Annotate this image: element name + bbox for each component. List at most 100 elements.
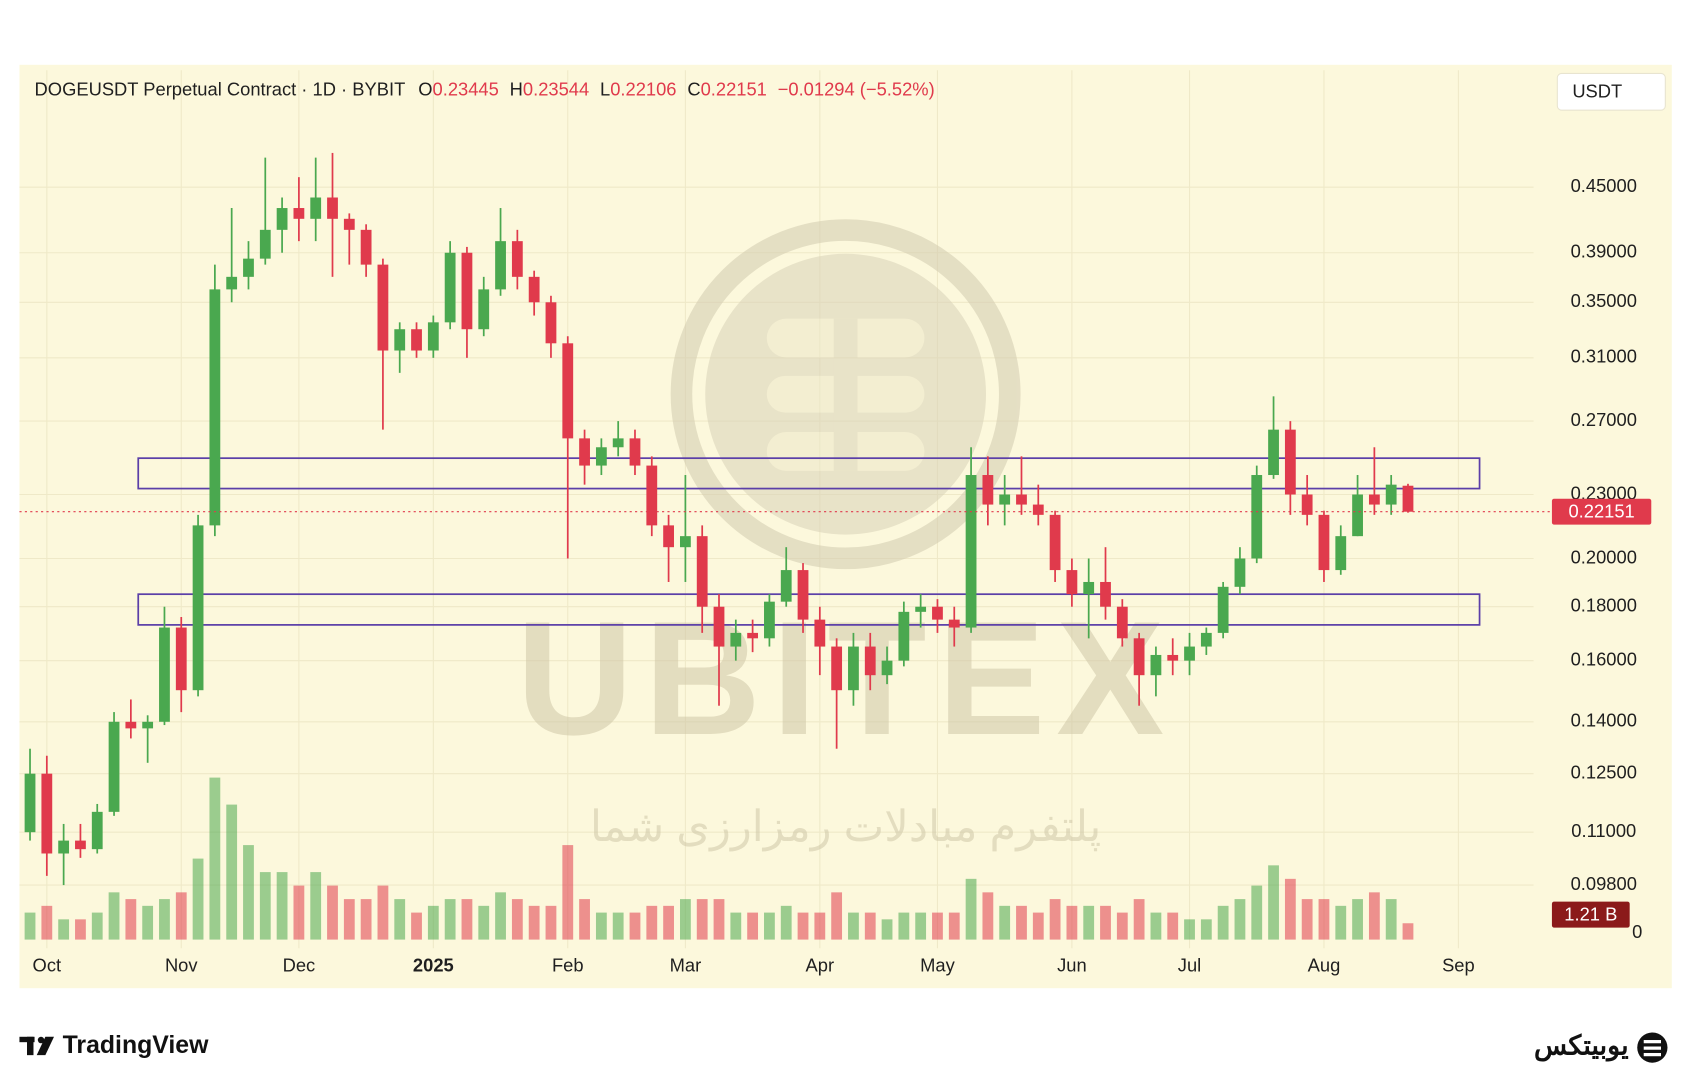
volume-bar — [276, 872, 288, 940]
volume-bar — [629, 912, 641, 940]
candle-body — [24, 773, 36, 833]
volume-bar — [243, 845, 254, 940]
x-tick-label: Nov — [165, 954, 198, 975]
candle-body — [1116, 606, 1128, 639]
volume-bar — [495, 892, 506, 940]
y-tick-label: 0.20000 — [1571, 546, 1637, 567]
volume-bar — [1301, 899, 1313, 940]
x-tick-label: Dec — [283, 954, 316, 975]
candle-body — [327, 197, 338, 219]
footer: TradingView یوبیتکس — [19, 1031, 1668, 1063]
volume-bar — [932, 912, 943, 940]
footer-brand: یوبیتکس — [1534, 1031, 1629, 1063]
y-tick-label: 0.18000 — [1571, 595, 1637, 616]
candle-body — [1066, 570, 1078, 595]
volume-bar — [898, 912, 910, 940]
volume-bar — [1133, 899, 1145, 940]
candle-body — [478, 289, 490, 330]
volume-bar — [646, 905, 658, 940]
volume-bar — [764, 912, 775, 940]
candle-body — [898, 611, 910, 661]
volume-bar — [1217, 905, 1229, 940]
candle-body — [75, 840, 86, 850]
candle-body — [1150, 654, 1162, 676]
volume-bar — [831, 892, 843, 940]
candle-body — [511, 241, 523, 277]
candle-body — [1268, 429, 1279, 476]
candle-body — [1217, 586, 1229, 633]
ohlc-key: O — [418, 79, 432, 100]
volume-bar — [1402, 923, 1414, 940]
volume-bar — [1150, 912, 1162, 940]
candle-body — [932, 606, 943, 620]
volume-bar — [394, 899, 406, 940]
x-tick-label: Sep — [1442, 954, 1475, 975]
last-price-box — [1551, 498, 1652, 525]
x-tick-label: Aug — [1308, 954, 1341, 975]
volume-bar — [713, 899, 725, 940]
volume-bar — [1318, 899, 1330, 940]
candle-body — [444, 252, 456, 323]
candle-body — [1032, 504, 1044, 515]
candle-body — [461, 252, 473, 330]
candle-body — [663, 525, 674, 548]
candle-body — [747, 632, 759, 639]
volume-bar — [982, 892, 994, 940]
candle-body — [293, 208, 305, 219]
candle-body — [831, 646, 843, 691]
volume-bar — [108, 892, 120, 940]
candle-body — [175, 627, 187, 691]
volume-bar — [747, 912, 759, 940]
volume-bar — [864, 912, 876, 940]
y-tick-label: 0.31000 — [1571, 346, 1637, 367]
volume-bar — [478, 905, 490, 940]
candle-body — [1318, 514, 1330, 571]
y-tick-label: 0.16000 — [1571, 648, 1637, 669]
candle-body — [1301, 494, 1313, 515]
last-price-label: 0.22151 — [1568, 501, 1634, 522]
candle-body — [1133, 638, 1145, 676]
volume-bar — [562, 845, 574, 940]
y-tick-label: 0.09800 — [1571, 873, 1637, 894]
candle-body — [343, 218, 355, 230]
volume-bar — [881, 919, 893, 940]
x-tick-label: May — [920, 954, 955, 975]
candle-body — [58, 840, 70, 854]
volume-bar — [1049, 899, 1061, 940]
candle-body — [209, 289, 221, 526]
volume-bar — [948, 912, 960, 940]
volume-bar — [1032, 912, 1044, 940]
watermark-ring — [670, 219, 1021, 570]
y2-tick-label: 0 — [1632, 921, 1642, 942]
candle-body — [797, 570, 809, 620]
watermark-brand: UBITEX — [516, 588, 1175, 769]
candle-body — [411, 329, 422, 351]
candle-body — [226, 276, 238, 290]
candle-body — [310, 197, 322, 219]
candle-body — [562, 343, 574, 439]
zone — [137, 593, 1481, 626]
currency-button[interactable] — [1556, 72, 1666, 111]
currency-label[interactable]: USDT — [1572, 81, 1622, 102]
volume-bar — [24, 912, 36, 940]
volume-bar — [91, 912, 103, 940]
candle-body — [142, 721, 154, 729]
candle-body — [679, 536, 691, 548]
volume-bar — [175, 892, 187, 940]
candle-body — [1167, 654, 1179, 661]
y-tick-label: 0.27000 — [1571, 409, 1637, 430]
volume-bar — [595, 912, 607, 940]
candle-body — [1251, 475, 1263, 559]
volume-bar — [411, 912, 422, 940]
ohlc-value: 0.22151 — [701, 79, 767, 100]
volume-bar — [259, 872, 271, 940]
volume-bar — [679, 899, 691, 940]
volume-bar — [780, 905, 792, 940]
ohlc-key: C — [687, 79, 700, 100]
last-volume-box — [1551, 901, 1630, 928]
candle-body — [1368, 494, 1380, 505]
change: −0.01294 (−5.52%) — [778, 79, 935, 100]
zone — [137, 457, 1481, 490]
